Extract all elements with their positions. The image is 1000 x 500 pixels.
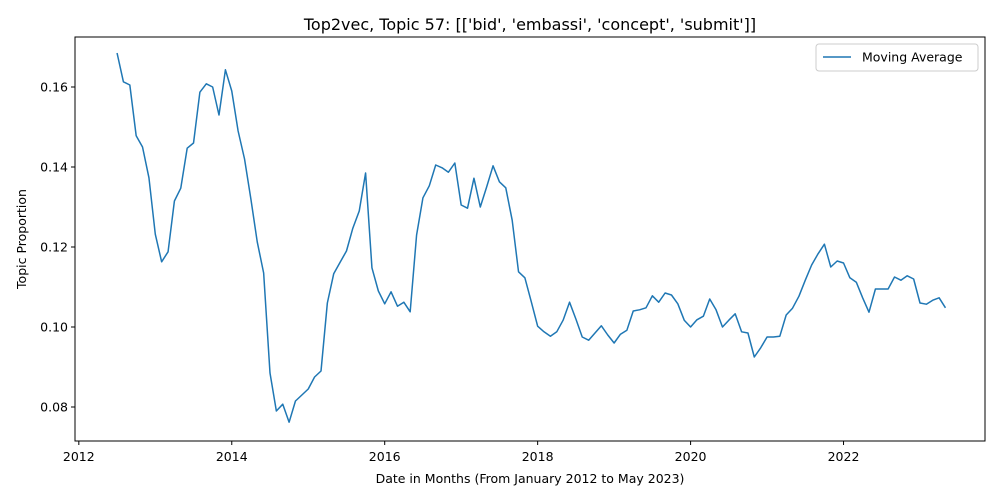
x-tick-label: 2012	[63, 449, 95, 464]
y-tick-label: 0.10	[40, 320, 68, 335]
x-ticks: 2012 2014 2016 2018 2020 2022	[63, 441, 860, 464]
x-tick-label: 2022	[828, 449, 860, 464]
y-tick-label: 0.08	[40, 400, 68, 415]
x-tick-label: 2016	[369, 449, 401, 464]
y-tick-label: 0.16	[40, 80, 68, 95]
legend: Moving Average	[815, 43, 979, 72]
y-axis-label: Topic Proportion	[14, 189, 29, 290]
x-tick-label: 2020	[675, 449, 707, 464]
y-tick-label: 0.12	[40, 240, 68, 255]
plot-lines	[116, 52, 947, 423]
y-ticks: 0.08 0.10 0.12 0.14 0.16	[40, 80, 75, 415]
x-axis-label: Date in Months (From January 2012 to May…	[376, 471, 685, 486]
plot-frame	[74, 36, 986, 442]
x-tick-label: 2014	[216, 449, 248, 464]
chart-title: Top2vec, Topic 57: [['bid', 'embassi', '…	[303, 15, 756, 34]
legend-box	[815, 43, 979, 72]
x-tick-label: 2018	[522, 449, 554, 464]
series-line-moving-average	[116, 52, 947, 423]
legend-label: Moving Average	[862, 50, 963, 65]
y-tick-label: 0.14	[40, 160, 68, 175]
